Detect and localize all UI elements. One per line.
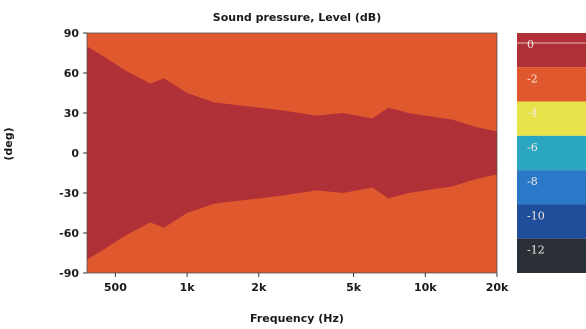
colorbar-label: -12 <box>527 244 545 257</box>
colorbar-label: -6 <box>527 141 538 154</box>
colorbar-swatch <box>517 33 586 68</box>
y-tick-label: 90 <box>64 27 80 40</box>
colorbar-swatch <box>517 170 586 205</box>
colorbar-label: -2 <box>527 72 538 85</box>
y-axis-title: (deg) <box>2 127 15 160</box>
colorbar-swatch <box>517 204 586 239</box>
colorbar-swatch <box>517 101 586 136</box>
colorbar-swatch <box>517 135 586 171</box>
x-axis-title: Frequency (Hz) <box>250 312 344 325</box>
y-tick-label: -90 <box>59 267 79 280</box>
y-tick-label: -60 <box>59 227 79 240</box>
colorbar: 0 -2 -4 -6 -8 -10 -12 <box>517 33 586 273</box>
x-tick-label: 20k <box>486 281 509 294</box>
contour-band-top-neg2 <box>87 33 497 132</box>
chart-title: Sound pressure, Level (dB) <box>213 11 381 24</box>
y-tick-label: 60 <box>64 67 80 80</box>
axis-ticks: 500 1k 2k 5k 10k 20k 90 60 30 0 -30 -60 -90 <box>59 27 509 294</box>
contour-band-bottom-neg2 <box>87 174 497 273</box>
colorbar-label: 0 <box>527 38 534 51</box>
x-tick-label: 1k <box>180 281 196 294</box>
x-tick-label: 2k <box>251 281 267 294</box>
heatmap-plot-area <box>86 32 498 274</box>
y-tick-label: -30 <box>59 187 79 200</box>
y-tick-label: 0 <box>71 147 79 160</box>
x-tick-label: 500 <box>104 281 127 294</box>
colorbar-swatch <box>517 238 586 273</box>
colorbar-label: -4 <box>527 107 538 120</box>
x-tick-label: 10k <box>414 281 437 294</box>
y-tick-label: 30 <box>64 107 80 120</box>
colorbar-label: -10 <box>527 209 545 222</box>
colorbar-swatch <box>517 67 586 102</box>
colorbar-label: -8 <box>527 175 538 188</box>
x-tick-label: 5k <box>346 281 362 294</box>
